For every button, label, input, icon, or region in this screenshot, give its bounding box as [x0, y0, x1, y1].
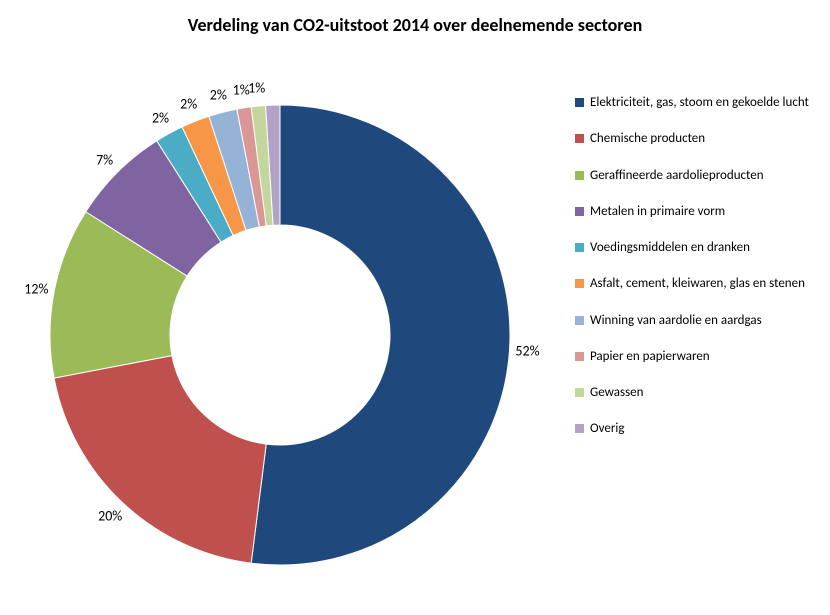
legend-label-2: Geraffineerde aardolieproducten — [590, 168, 764, 184]
slice-label-6: 2% — [210, 86, 227, 103]
legend-item-8: Gewassen — [575, 385, 810, 401]
chart-title: Verdeling van CO2-uitstoot 2014 over dee… — [0, 14, 830, 36]
legend-swatch-3 — [575, 207, 584, 216]
legend-swatch-4 — [575, 243, 584, 252]
slice-label-0: 52% — [515, 342, 539, 359]
legend-item-7: Papier en papierwaren — [575, 349, 810, 365]
legend-label-8: Gewassen — [590, 385, 643, 401]
slice-label-8: 1% — [248, 80, 265, 97]
legend-item-6: Winning van aardolie en aardgas — [575, 313, 810, 329]
legend-swatch-9 — [575, 424, 584, 433]
legend-item-0: Elektriciteit, gas, stoom en gekoelde lu… — [575, 95, 810, 111]
legend-swatch-8 — [575, 388, 584, 397]
legend-item-2: Geraffineerde aardolieproducten — [575, 168, 810, 184]
legend-swatch-7 — [575, 352, 584, 361]
legend-label-3: Metalen in primaire vorm — [590, 204, 725, 220]
legend-label-7: Papier en papierwaren — [590, 349, 710, 365]
slice-0 — [251, 105, 510, 565]
slice-label-4: 2% — [152, 109, 169, 126]
slice-1 — [54, 356, 266, 564]
legend-label-6: Winning van aardolie en aardgas — [590, 313, 762, 329]
legend-label-5: Asfalt, cement, kleiwaren, glas en stene… — [590, 276, 805, 292]
legend-swatch-0 — [575, 98, 584, 107]
legend-item-3: Metalen in primaire vorm — [575, 204, 810, 220]
legend-item-9: Overig — [575, 421, 810, 437]
donut-svg — [20, 55, 540, 615]
legend-label-0: Elektriciteit, gas, stoom en gekoelde lu… — [590, 95, 809, 111]
slice-label-2: 12% — [24, 280, 48, 297]
slice-label-1: 20% — [98, 507, 122, 524]
legend-item-5: Asfalt, cement, kleiwaren, glas en stene… — [575, 276, 810, 292]
legend-swatch-6 — [575, 316, 584, 325]
legend-item-4: Voedingsmiddelen en dranken — [575, 240, 810, 256]
legend-swatch-5 — [575, 279, 584, 288]
legend-label-1: Chemische producten — [590, 131, 705, 147]
legend: Elektriciteit, gas, stoom en gekoelde lu… — [575, 95, 810, 458]
legend-label-4: Voedingsmiddelen en dranken — [590, 240, 750, 256]
slice-label-3: 7% — [96, 151, 113, 168]
legend-item-1: Chemische producten — [575, 131, 810, 147]
legend-swatch-1 — [575, 134, 584, 143]
slice-label-5: 2% — [180, 96, 197, 113]
legend-label-9: Overig — [590, 421, 624, 437]
donut-chart: 52%20%12%7%2%2%2%1%1% — [20, 55, 540, 575]
legend-swatch-2 — [575, 171, 584, 180]
